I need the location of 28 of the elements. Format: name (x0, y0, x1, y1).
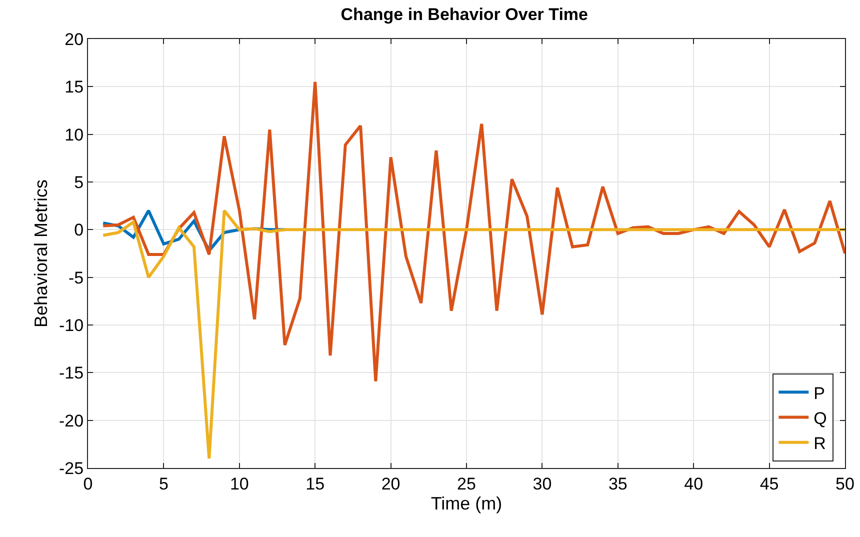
legend-label: Q (814, 408, 827, 428)
y-tick-label: -10 (59, 316, 84, 335)
legend-label: R (814, 434, 826, 453)
x-tick-label: 20 (381, 474, 400, 494)
y-tick-label: -5 (68, 268, 84, 288)
y-tick-label: -15 (59, 364, 84, 383)
x-tick-label: 25 (457, 474, 476, 494)
legend-label: P (814, 384, 825, 403)
y-tick-label: 0 (74, 220, 84, 240)
x-tick-label: 45 (760, 474, 779, 494)
x-tick-label: 5 (158, 474, 168, 494)
x-tick-label: 15 (306, 474, 325, 494)
y-tick-label: 5 (74, 172, 84, 192)
line-series (102, 80, 845, 383)
line-series (102, 209, 845, 460)
x-axis-title: Time (m) (430, 494, 502, 514)
y-tick-label: -25 (59, 458, 84, 478)
y-tick-label: -20 (59, 411, 84, 430)
x-tick-label: 35 (608, 474, 628, 494)
x-tick-label: 40 (684, 474, 704, 494)
x-tick-label: 10 (230, 474, 249, 494)
y-tick-label: 15 (64, 78, 84, 97)
y-axis-title: Behavioral Metrics (31, 179, 52, 328)
chart-title: Change in Behavior Over Time (340, 4, 588, 24)
x-tick-label: 50 (836, 474, 854, 494)
y-tick-label: 10 (64, 125, 84, 144)
y-tick-label: 20 (64, 30, 84, 49)
x-tick-label: 30 (532, 474, 552, 494)
